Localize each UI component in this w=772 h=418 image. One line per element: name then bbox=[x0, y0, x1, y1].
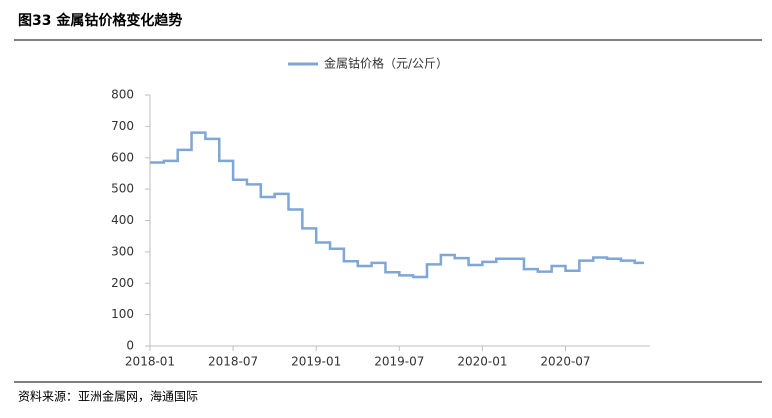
y-tick-label: 800 bbox=[111, 88, 134, 102]
y-tick-label: 200 bbox=[111, 276, 134, 290]
y-tick-label: 700 bbox=[111, 119, 134, 133]
y-tick-label: 100 bbox=[111, 307, 134, 321]
x-tick-label: 2019-07 bbox=[374, 355, 424, 369]
x-tick-label: 2018-07 bbox=[208, 355, 258, 369]
series-line bbox=[150, 131, 644, 279]
x-tick-label: 2020-07 bbox=[540, 355, 590, 369]
chart-title: 图33 金属钴价格变化趋势 bbox=[18, 12, 182, 29]
y-tick-label: 400 bbox=[111, 213, 134, 227]
y-tick-label: 500 bbox=[111, 182, 134, 196]
y-tick-label: 300 bbox=[111, 244, 134, 258]
x-tick-label: 2019-01 bbox=[291, 355, 341, 369]
x-tick-label: 2020-01 bbox=[457, 355, 507, 369]
y-tick-label: 0 bbox=[126, 339, 134, 353]
y-tick-label: 600 bbox=[111, 150, 134, 164]
source-note: 资料来源：亚洲金属网，海通国际 bbox=[18, 389, 198, 404]
x-tick-label: 2018-01 bbox=[125, 355, 175, 369]
legend-label: 金属钴价格（元/公斤） bbox=[324, 56, 448, 71]
